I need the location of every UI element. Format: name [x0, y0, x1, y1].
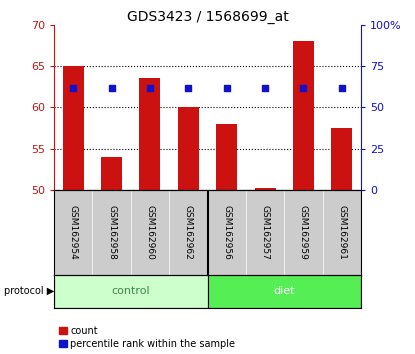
Text: GSM162959: GSM162959 [299, 205, 308, 260]
Point [146, 85, 153, 90]
Bar [178, 107, 199, 190]
Text: diet: diet [273, 286, 295, 296]
Point [70, 85, 76, 90]
Text: GSM162961: GSM162961 [337, 205, 347, 260]
Point [300, 85, 307, 90]
Point [108, 86, 115, 91]
Bar [216, 124, 237, 190]
Text: control: control [111, 286, 150, 296]
Text: GSM162962: GSM162962 [184, 205, 193, 260]
Bar [139, 79, 161, 190]
Bar [293, 41, 314, 190]
Text: GSM162957: GSM162957 [261, 205, 270, 260]
Text: GSM162960: GSM162960 [145, 205, 154, 260]
Point [185, 85, 192, 90]
Point [223, 85, 230, 90]
Text: protocol ▶: protocol ▶ [4, 286, 54, 296]
Bar [54, 275, 208, 308]
Point [262, 86, 269, 91]
Text: GSM162956: GSM162956 [222, 205, 231, 260]
Bar [208, 275, 361, 308]
Point [339, 85, 345, 90]
Title: GDS3423 / 1568699_at: GDS3423 / 1568699_at [127, 10, 288, 24]
Text: GSM162954: GSM162954 [68, 205, 78, 260]
Bar [254, 188, 276, 190]
Bar [101, 157, 122, 190]
Bar [63, 66, 84, 190]
Bar [331, 128, 352, 190]
Legend: count, percentile rank within the sample: count, percentile rank within the sample [59, 326, 235, 349]
Text: GSM162958: GSM162958 [107, 205, 116, 260]
